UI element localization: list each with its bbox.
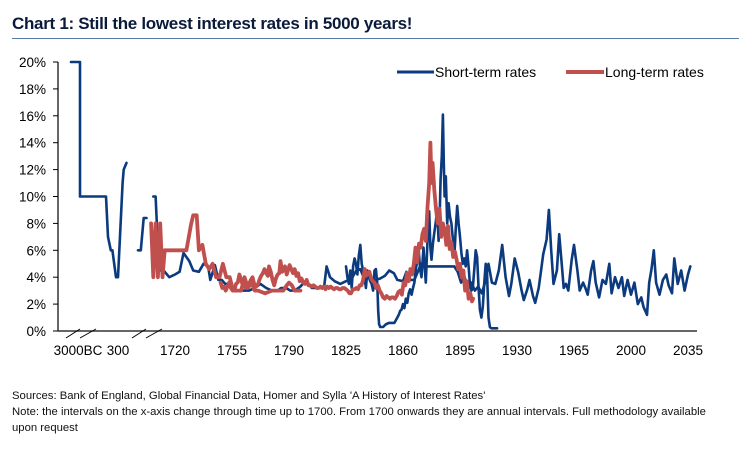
y-tick-label: 2% [26, 297, 46, 312]
x-tick-label: 1790 [274, 343, 304, 358]
series-line-short-term-rates [69, 60, 128, 279]
chart-title: Chart 1: Still the lowest interest rates… [12, 14, 413, 33]
series-line-short-term-rates [344, 113, 499, 330]
y-tick-label: 4% [26, 270, 46, 285]
x-tick-label: 1860 [388, 343, 418, 358]
x-tick-label: 1825 [331, 343, 361, 358]
y-tick-label: 18% [19, 82, 46, 97]
series-line-short-term-rates [152, 195, 692, 317]
x-tick-label: 1895 [445, 343, 475, 358]
y-tick-label: 8% [26, 216, 46, 231]
x-tick-label: 3000BC [54, 343, 103, 358]
series-layer [69, 60, 692, 330]
y-tick-label: 10% [19, 190, 46, 205]
y-tick-label: 6% [26, 243, 46, 258]
series-line-long-term-rates [218, 140, 475, 304]
axis-break-mark [145, 328, 163, 339]
y-tick-label: 0% [26, 324, 46, 339]
chart-footer: Sources: Bank of England, Global Financi… [12, 388, 727, 436]
x-tick-label: 1720 [160, 343, 190, 358]
methodology-note: Note: the intervals on the x-axis change… [12, 406, 706, 434]
y-tick-label: 14% [19, 136, 46, 151]
axis-break-mark [65, 328, 81, 339]
title-underline [12, 38, 739, 39]
legend-label-long-term: Long-term rates [605, 64, 704, 80]
series-line-long-term-rates [149, 213, 303, 296]
axes-layer: 0% 2% 4% 6% 8% 10% 12% 14% 16% 18% 20% 3000BC 300 172… [19, 55, 703, 358]
axis-break-mark [79, 328, 97, 339]
x-tick-label: 1755 [217, 343, 247, 358]
x-tick-label: 2000 [616, 343, 646, 358]
legend: Short-term rates Long-term rates [397, 64, 704, 80]
y-tick-label: 20% [19, 55, 46, 70]
legend-label-short-term: Short-term rates [435, 64, 536, 80]
x-tick-label: 1930 [502, 343, 532, 358]
series-line-short-term-rates [136, 216, 148, 252]
y-tick-label: 12% [19, 163, 46, 178]
x-tick-label: 2035 [673, 343, 703, 358]
y-tick-label: 16% [19, 109, 46, 124]
sources-note: Sources: Bank of England, Global Financi… [12, 390, 486, 402]
x-tick-label: 300 [107, 343, 130, 358]
x-tick-label: 1965 [559, 343, 589, 358]
axis-break-mark [131, 328, 147, 339]
